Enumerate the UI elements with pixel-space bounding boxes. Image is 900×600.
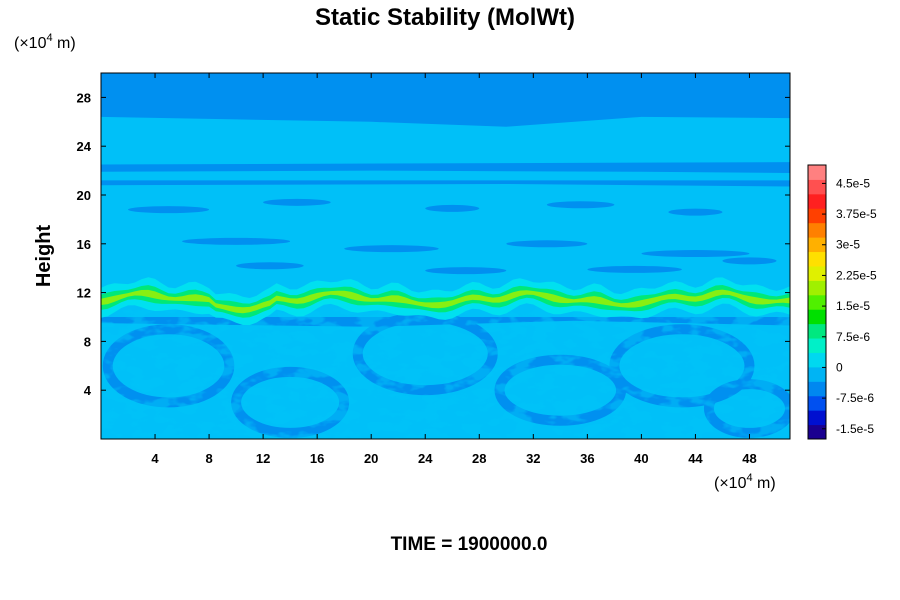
colorbar-segment [808,251,826,267]
contour-streak [425,267,507,275]
x-tick-label: 32 [526,451,540,466]
colorbar-segment [808,208,826,224]
contour-streak [506,240,588,248]
x-tick-label: 16 [310,451,324,466]
time-label: TIME = 1900000.0 [391,534,548,555]
colorbar-tick-label: 1.5e-5 [836,299,870,313]
colorbar-segment [808,222,826,238]
band-peak [101,289,790,314]
colorbar-segment [808,366,826,382]
y-axis-ticks: 4 8 12 16 20 24 28 [77,90,790,398]
colorbar-tick-label: 7.5e-6 [836,330,870,344]
colorbar-tick-label: 2.25e-5 [836,268,877,282]
colorbar-segment [808,381,826,397]
x-tick-label: 44 [688,451,703,466]
x-unit-suffix: m) [753,475,776,492]
band-core [101,285,790,318]
colorbar: 4.5e-5 3.75e-5 3e-5 2.25e-5 1.5e-5 7.5e-6 0 -7.… [807,164,877,440]
contour-streak [641,250,750,258]
x-tick-label: 28 [472,451,486,466]
y-tick-label: 8 [84,334,91,349]
y-tick-label: 12 [77,286,91,301]
colorbar-segment [808,395,826,411]
contour-streak [263,198,331,206]
colorbar-segment [808,352,826,368]
contour-streak [546,201,615,209]
x-axis-ticks: 4 8 12 16 20 24 28 32 36 40 44 48 [151,73,757,466]
colorbar-segment [808,309,826,325]
y-tick-label: 16 [77,237,91,252]
y-axis-unit: (×104 m) [14,32,76,52]
plot-frame [100,72,791,440]
x-tick-label: 8 [205,451,212,466]
colorbar-segment [808,338,826,353]
x-unit-prefix: (×10 [714,475,747,492]
x-axis-unit: (×104 m) [714,472,776,492]
colorbar-segment [808,265,826,281]
colorbar-tick-label: 4.5e-5 [836,176,870,190]
stability-band [101,277,790,326]
y-tick-label: 28 [77,90,91,105]
y-tick-label: 4 [84,383,92,398]
colorbar-segment [808,323,826,339]
colorbar-tick-label: -1.5e-5 [836,422,874,436]
contour-streak [344,245,439,253]
y-tick-label: 20 [77,188,91,203]
y-tick-label: 24 [77,139,92,154]
colorbar-tick-label: -7.5e-6 [836,391,874,405]
colorbar-segment [808,280,826,296]
colorbar-segment [808,294,826,310]
colorbar-tick-label: 0 [836,360,843,374]
chart-title: Static Stability (MolWt) [315,4,575,31]
contour-mid-lower [101,180,790,187]
x-tick-label: 36 [580,451,594,466]
colorbar-segment [808,424,826,440]
x-tick-label: 12 [256,451,270,466]
contour-streak [587,265,682,273]
x-tick-label: 4 [151,451,159,466]
colorbar-tick-label: 3e-5 [836,238,860,252]
colorbar-segment [808,165,826,180]
contour-upper [101,73,790,127]
y-unit-prefix: (×10 [14,35,47,52]
x-tick-label: 24 [418,451,433,466]
colorbar-segment [808,193,826,209]
colorbar-frame [807,164,827,440]
colorbar-tick-label: 3.75e-5 [836,207,877,221]
contour-streak [722,257,777,265]
x-unit-exp: 4 [746,472,752,484]
contour-streak [668,208,723,216]
contour-streak [128,206,210,214]
y-axis-label: Height [33,225,55,288]
y-unit-suffix: m) [53,35,76,52]
contour-streak [236,262,304,270]
y-unit-exp: 4 [46,32,52,44]
x-tick-label: 20 [364,451,378,466]
contour-mid [101,162,790,173]
colorbar-segment [808,179,826,195]
colorbar-segment [808,410,826,426]
contour-streak [425,204,480,212]
x-tick-label: 48 [742,451,756,466]
contour-streak [182,237,291,245]
plot-area [101,73,790,439]
x-tick-label: 40 [634,451,648,466]
turbulence-texture [101,300,790,439]
colorbar-segment [808,237,826,253]
